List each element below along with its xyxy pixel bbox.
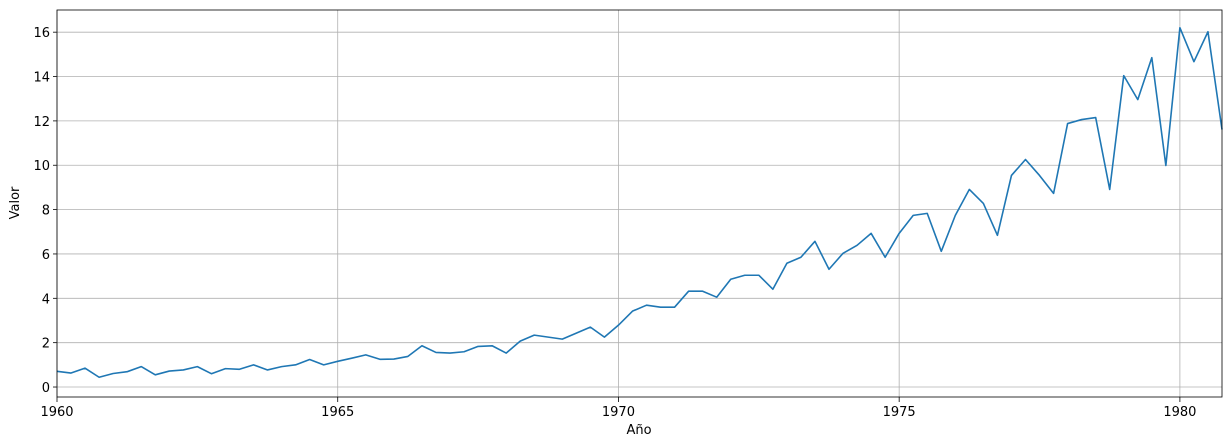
y-tick-label: 0 (42, 381, 50, 396)
y-tick-label: 8 (42, 204, 50, 219)
y-axis-label: Valor (8, 186, 23, 219)
x-tick-label: 1970 (602, 405, 635, 420)
x-axis-label: Año (626, 423, 651, 438)
y-tick-label: 16 (33, 26, 50, 41)
plot-frame (56, 9, 1223, 398)
data-line (56, 26, 1223, 379)
y-tick-label: 2 (42, 337, 50, 352)
y-tick-label: 12 (33, 115, 50, 130)
x-tick-label: 1980 (1163, 405, 1196, 420)
x-tick-label: 1960 (40, 405, 73, 420)
y-tick-label: 14 (33, 71, 50, 86)
y-tick-label: 6 (42, 248, 50, 263)
x-tick-label: 1965 (321, 405, 354, 420)
y-tick-label: 4 (42, 292, 50, 307)
x-tick-label: 1975 (883, 405, 916, 420)
y-tick-label: 10 (33, 159, 50, 174)
